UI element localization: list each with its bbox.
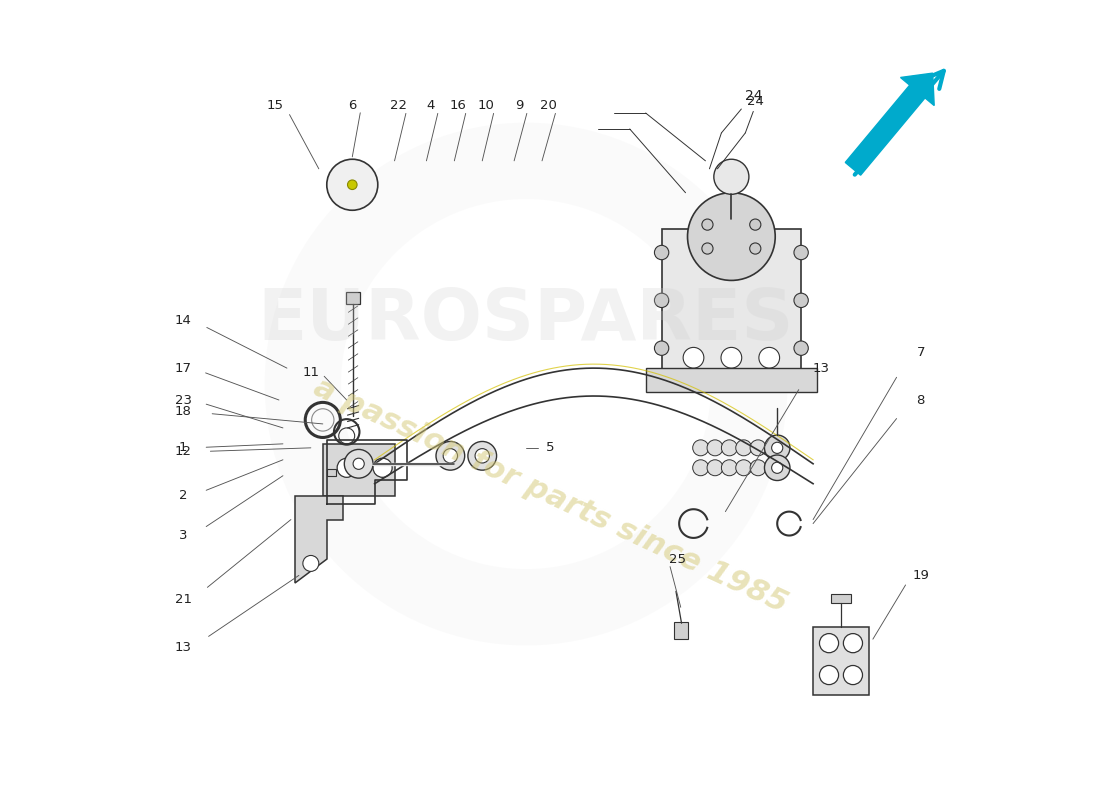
Circle shape xyxy=(302,555,319,571)
Circle shape xyxy=(722,460,737,476)
Circle shape xyxy=(722,440,737,456)
Circle shape xyxy=(468,442,496,470)
FancyBboxPatch shape xyxy=(345,292,361,304)
FancyBboxPatch shape xyxy=(322,444,395,496)
FancyBboxPatch shape xyxy=(813,627,869,695)
Text: 16: 16 xyxy=(450,98,466,111)
Text: 17: 17 xyxy=(175,362,191,374)
Circle shape xyxy=(475,449,490,463)
Text: 24: 24 xyxy=(747,94,764,107)
Text: 4: 4 xyxy=(426,98,434,111)
Text: 11: 11 xyxy=(302,366,319,378)
Circle shape xyxy=(654,293,669,307)
Circle shape xyxy=(736,460,751,476)
FancyBboxPatch shape xyxy=(830,594,851,603)
Text: 5: 5 xyxy=(546,442,554,454)
Circle shape xyxy=(759,347,780,368)
Text: 25: 25 xyxy=(669,553,686,566)
Text: 8: 8 xyxy=(916,394,925,406)
Text: 22: 22 xyxy=(390,98,407,111)
FancyArrow shape xyxy=(845,73,934,175)
Text: 13: 13 xyxy=(813,362,829,374)
Circle shape xyxy=(344,450,373,478)
FancyBboxPatch shape xyxy=(661,229,801,372)
FancyBboxPatch shape xyxy=(646,368,817,392)
Circle shape xyxy=(654,246,669,260)
Circle shape xyxy=(720,347,741,368)
Text: 7: 7 xyxy=(916,346,925,358)
Text: EUROSPARES: EUROSPARES xyxy=(257,286,794,354)
Circle shape xyxy=(750,219,761,230)
Circle shape xyxy=(844,634,862,653)
Circle shape xyxy=(750,440,766,456)
Text: 12: 12 xyxy=(175,446,191,458)
Circle shape xyxy=(794,293,808,307)
FancyBboxPatch shape xyxy=(673,622,688,639)
Circle shape xyxy=(436,442,464,470)
Circle shape xyxy=(771,442,783,454)
Text: 24: 24 xyxy=(745,90,762,103)
Circle shape xyxy=(750,460,766,476)
Circle shape xyxy=(693,460,708,476)
Text: 15: 15 xyxy=(266,98,284,111)
Circle shape xyxy=(353,458,364,470)
Text: 9: 9 xyxy=(516,98,524,111)
Circle shape xyxy=(764,435,790,461)
Text: 2: 2 xyxy=(179,489,187,502)
Circle shape xyxy=(820,634,838,653)
Text: 14: 14 xyxy=(175,314,191,326)
Circle shape xyxy=(702,219,713,230)
Polygon shape xyxy=(295,496,343,583)
Circle shape xyxy=(327,159,377,210)
Circle shape xyxy=(844,666,862,685)
Circle shape xyxy=(707,460,723,476)
Circle shape xyxy=(764,455,790,481)
Text: 10: 10 xyxy=(477,98,495,111)
FancyBboxPatch shape xyxy=(327,470,337,476)
Text: a passion for parts since 1985: a passion for parts since 1985 xyxy=(308,373,792,618)
Circle shape xyxy=(693,440,708,456)
Circle shape xyxy=(373,458,392,478)
Circle shape xyxy=(702,243,713,254)
Circle shape xyxy=(443,449,458,463)
Text: 3: 3 xyxy=(179,529,187,542)
Text: 21: 21 xyxy=(175,593,191,606)
Circle shape xyxy=(794,246,808,260)
Text: 6: 6 xyxy=(348,98,356,111)
Circle shape xyxy=(337,458,356,478)
Text: 1: 1 xyxy=(179,442,187,454)
Text: 23: 23 xyxy=(175,394,191,406)
Text: 19: 19 xyxy=(912,569,930,582)
Circle shape xyxy=(348,180,358,190)
Circle shape xyxy=(683,347,704,368)
Circle shape xyxy=(771,462,783,474)
Circle shape xyxy=(736,440,751,456)
Circle shape xyxy=(714,159,749,194)
Circle shape xyxy=(820,666,838,685)
Circle shape xyxy=(794,341,808,355)
Circle shape xyxy=(750,243,761,254)
Circle shape xyxy=(654,341,669,355)
Text: 13: 13 xyxy=(175,641,191,654)
Text: 20: 20 xyxy=(540,98,557,111)
Circle shape xyxy=(688,193,776,281)
Circle shape xyxy=(707,440,723,456)
Text: 18: 18 xyxy=(175,406,191,418)
